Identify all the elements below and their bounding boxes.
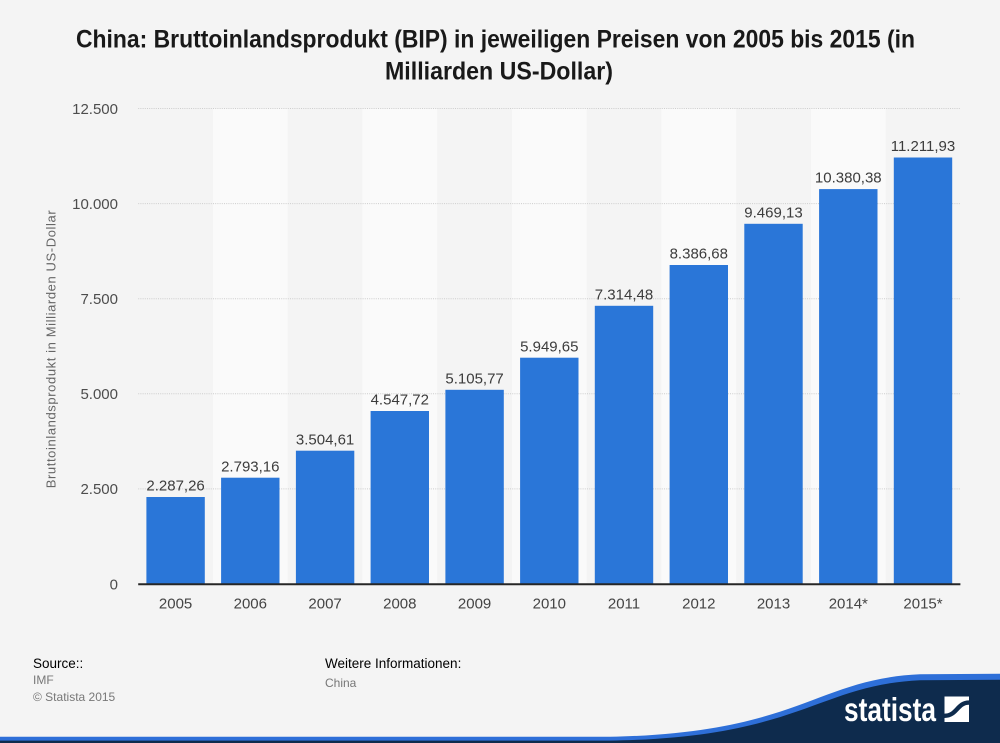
svg-text:2.793,16: 2.793,16 [221, 458, 279, 475]
svg-text:2.500: 2.500 [80, 481, 118, 498]
svg-text:11.211,93: 11.211,93 [891, 138, 956, 155]
svg-text:Milliarden US-Dollar): Milliarden US-Dollar) [385, 57, 613, 85]
svg-text:7.314,48: 7.314,48 [595, 286, 653, 303]
svg-text:2005: 2005 [159, 595, 192, 612]
svg-text:5.000: 5.000 [80, 386, 118, 403]
svg-text:2014*: 2014* [829, 595, 868, 612]
svg-text:2013: 2013 [757, 595, 790, 612]
svg-text:2011: 2011 [608, 595, 640, 612]
svg-text:10.380,38: 10.380,38 [815, 170, 882, 187]
svg-text:statista: statista [844, 691, 937, 728]
svg-text:2006: 2006 [234, 595, 267, 612]
svg-text:China: Bruttoinlandsprodukt (B: China: Bruttoinlandsprodukt (BIP) in jew… [76, 25, 915, 53]
svg-text:2007: 2007 [308, 595, 341, 612]
svg-text:7.500: 7.500 [80, 291, 118, 308]
svg-text:12.500: 12.500 [72, 101, 118, 118]
svg-text:2012: 2012 [682, 595, 715, 612]
svg-text:0: 0 [110, 576, 118, 593]
svg-text:2009: 2009 [458, 595, 491, 612]
svg-text:5.105,77: 5.105,77 [445, 370, 503, 387]
svg-text:2008: 2008 [383, 595, 416, 612]
svg-text:9.469,13: 9.469,13 [744, 204, 802, 221]
svg-text:2015*: 2015* [903, 595, 942, 612]
svg-text:2010: 2010 [533, 595, 566, 612]
svg-text:Bruttoinlandsprodukt in Millia: Bruttoinlandsprodukt in Milliarden US-Do… [43, 210, 58, 489]
svg-text:2.287,26: 2.287,26 [146, 478, 204, 495]
svg-text:8.386,68: 8.386,68 [670, 246, 728, 263]
svg-text:3.504,61: 3.504,61 [296, 431, 354, 448]
svg-text:4.547,72: 4.547,72 [371, 392, 429, 409]
svg-text:5.949,65: 5.949,65 [520, 338, 578, 355]
svg-text:10.000: 10.000 [72, 196, 118, 213]
